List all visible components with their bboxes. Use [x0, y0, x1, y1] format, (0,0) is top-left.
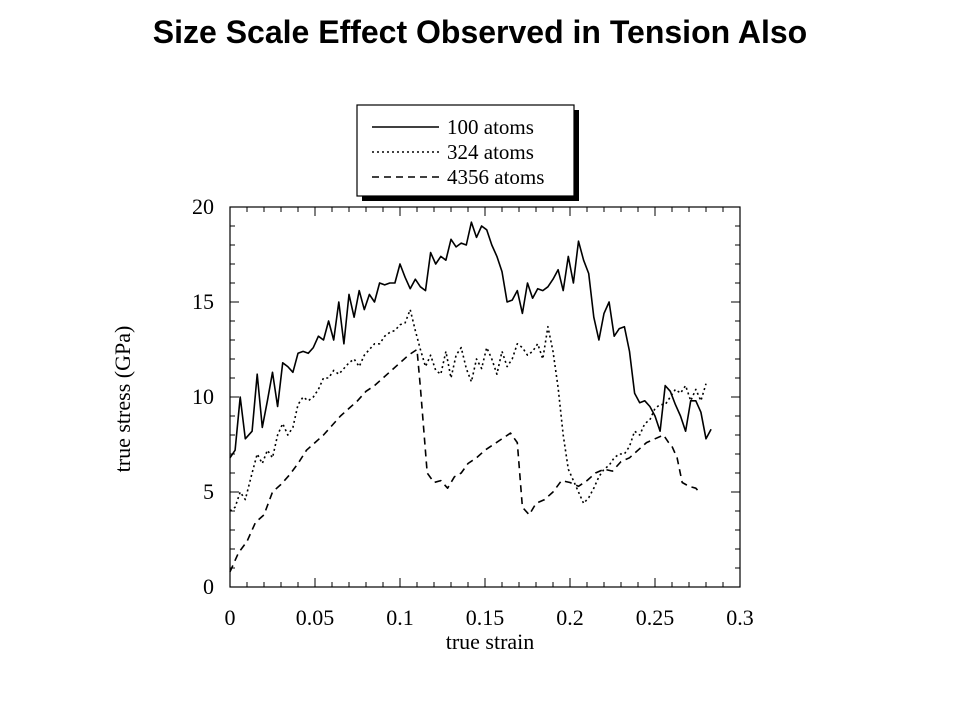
x-tick-label: 0.05 [296, 605, 335, 630]
slide-title: Size Scale Effect Observed in Tension Al… [152, 14, 808, 50]
series-line-solid [229, 221, 712, 459]
x-axis-label: true strain [446, 629, 535, 654]
y-tick-label: 15 [192, 289, 214, 314]
x-tick-label: 0.25 [636, 605, 675, 630]
legend-label: 4356 atoms [447, 165, 544, 189]
legend-label: 100 atoms [447, 115, 534, 139]
x-tick-label: 0.2 [556, 605, 584, 630]
y-tick-label: 5 [203, 479, 214, 504]
series-line-dashed [229, 348, 700, 573]
series-layer [229, 221, 712, 573]
x-tick-label: 0.3 [726, 605, 754, 630]
series-line-dotted [229, 308, 707, 512]
x-tick-label: 0.1 [386, 605, 414, 630]
x-tick-labels: 0 0.05 0.1 0.15 0.2 0.25 0.3 [225, 605, 754, 630]
y-tick-labels: 0 5 10 15 20 [192, 194, 214, 599]
legend-label: 324 atoms [447, 140, 534, 164]
y-tick-label: 10 [192, 384, 214, 409]
x-tick-label: 0.15 [466, 605, 505, 630]
y-tick-label: 0 [203, 574, 214, 599]
y-tick-label: 20 [192, 194, 214, 219]
x-tick-label: 0 [225, 605, 236, 630]
legend-box [356, 104, 575, 197]
y-axis-label: true stress (GPa) [110, 326, 135, 473]
